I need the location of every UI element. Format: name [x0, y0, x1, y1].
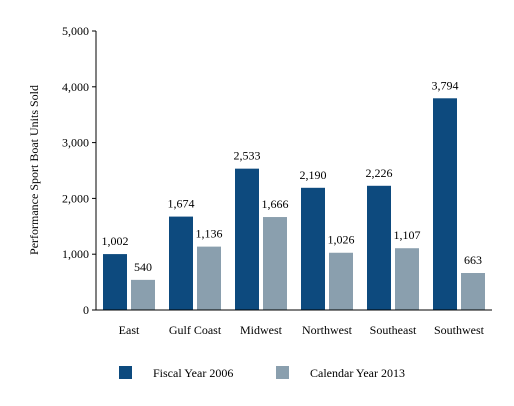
- category-label: Midwest: [240, 323, 283, 337]
- data-label: 2,533: [234, 149, 261, 163]
- bar: [395, 248, 419, 310]
- bar: [263, 217, 287, 310]
- data-label: 1,136: [196, 227, 223, 241]
- legend-label: Fiscal Year 2006: [153, 366, 233, 380]
- category-label: Southwest: [434, 323, 485, 337]
- bar: [461, 273, 485, 310]
- y-tick-label: 5,000: [62, 24, 89, 38]
- bar: [103, 254, 127, 310]
- data-label: 540: [134, 260, 152, 274]
- category-label: Gulf Coast: [169, 323, 222, 337]
- data-label: 2,190: [300, 168, 327, 182]
- y-tick-label: 4,000: [62, 80, 89, 94]
- bar: [169, 216, 193, 310]
- data-label: 1,674: [168, 197, 195, 211]
- data-label: 1,666: [262, 197, 289, 211]
- legend-swatch: [276, 366, 289, 379]
- legend: Fiscal Year 2006 Calendar Year 2013: [119, 366, 405, 380]
- y-axis-title: Performance Sport Boat Units Sold: [27, 85, 41, 255]
- legend-swatch: [119, 366, 132, 379]
- y-axis: 0 1,000 2,000 3,000 4,000 5,000: [62, 24, 97, 317]
- y-tick-label: 2,000: [62, 191, 89, 205]
- bars-group: [103, 98, 485, 310]
- bar: [131, 279, 155, 310]
- bar: [197, 246, 221, 310]
- data-label: 2,226: [366, 166, 393, 180]
- bar: [329, 252, 353, 310]
- data-label: 663: [464, 253, 482, 267]
- bar: [301, 187, 325, 310]
- x-axis: East Gulf Coast Midwest Northwest Southeast S…: [96, 309, 492, 337]
- y-tick-label: 1,000: [62, 247, 89, 261]
- category-label: East: [119, 323, 140, 337]
- category-label: Southeast: [370, 323, 417, 337]
- bar: [235, 168, 259, 310]
- data-label: 1,026: [328, 233, 355, 247]
- data-label: 1,107: [394, 228, 421, 242]
- data-label: 1,002: [102, 234, 129, 248]
- bar: [433, 98, 457, 310]
- legend-label: Calendar Year 2013: [310, 366, 405, 380]
- y-tick-label: 3,000: [62, 136, 89, 150]
- y-tick-label: 0: [83, 303, 89, 317]
- bar: [367, 185, 391, 310]
- data-labels-group: 1,002 540 1,674 1,136 2,533 1,666 2,190 1,026 2,…: [102, 78, 483, 274]
- data-label: 3,794: [432, 78, 459, 92]
- category-label: Northwest: [302, 323, 353, 337]
